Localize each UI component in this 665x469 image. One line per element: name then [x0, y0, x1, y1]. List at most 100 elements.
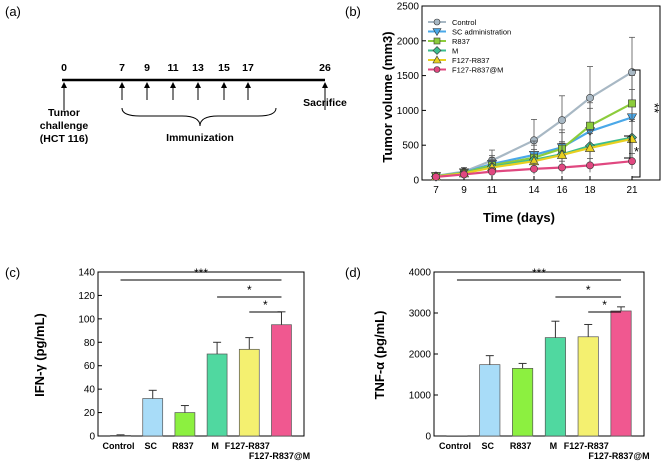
- chart-c-bar: [206, 353, 228, 437]
- chart-b-point: [433, 66, 441, 73]
- chart-b-point: [432, 172, 440, 181]
- chart-d-significance: *****: [456, 266, 622, 313]
- chart-b-legend-label: SC administration: [452, 28, 511, 37]
- chart-c-bar: [238, 348, 260, 437]
- chart-b-point: [530, 164, 538, 173]
- chart-b-legend-label: F127-R837: [452, 56, 490, 65]
- chart-c-ytick-label: 60: [84, 361, 96, 372]
- chart-c-sig-label: *: [247, 283, 252, 297]
- tumor-label-1: Tumor: [48, 107, 80, 119]
- chart-b-point: [628, 99, 636, 108]
- chart-d-sig-label: ***: [532, 266, 546, 280]
- timeline: 0 7 9 11 13 15 17 26 Tumor challenge (HCT 116) …: [40, 62, 347, 145]
- sig-bracket-single: [624, 135, 631, 159]
- chart-b-point: [586, 161, 594, 170]
- chart-b-xtick-label: 16: [556, 185, 568, 196]
- chart-d-sig-label: *: [602, 298, 607, 312]
- chart-b-ytick-label: 2000: [397, 36, 420, 47]
- chart-b-axes: 0 500 1000 1500 2000 2500 7 9 11 14 16 18 21: [397, 2, 661, 196]
- chart-d-axes: 0 1000 2000 3000 4000: [409, 268, 645, 443]
- chart-b-point: [558, 116, 566, 125]
- timeline-day-label: 11: [167, 62, 178, 74]
- chart-c-ytick-label: 20: [84, 408, 96, 419]
- chart-d-ytick-label: 0: [425, 432, 431, 443]
- timeline-arrowhead: [322, 82, 328, 88]
- chart-c-axes: 0 20 40 60 80 100 120 140: [78, 268, 305, 443]
- chart-d-xtick-label: F127-R837: [564, 441, 609, 451]
- chart-c-significance: *****: [120, 266, 282, 313]
- panel-label-c: (c): [5, 265, 20, 280]
- sig-label-double: **: [647, 103, 662, 113]
- chart-b-xlabel: Time (days): [483, 210, 555, 225]
- timeline-arrowhead: [245, 82, 251, 88]
- chart-b-point: [460, 170, 468, 179]
- chart-b-series: [430, 36, 638, 182]
- timeline-day-label: 9: [144, 62, 150, 74]
- chart-d-xtick-label: Control: [439, 441, 471, 451]
- immunization-brace: [121, 107, 277, 127]
- chart-d-ylabel: TNF-α (pg/mL): [372, 311, 387, 400]
- chart-b-ylabel: Tumor volume (mm3): [380, 31, 395, 162]
- chart-b-xtick-label: 7: [433, 185, 439, 196]
- chart-c-xtick-label: F127-R837: [225, 441, 270, 451]
- timeline-arrowhead: [170, 82, 176, 88]
- ifn-gamma-chart: 0 20 40 60 80 100 120 140 Control SC R837 M F127-R8…: [32, 266, 310, 461]
- timeline-day-label: 15: [218, 62, 230, 74]
- chart-d-xtick-label: M: [550, 441, 558, 451]
- chart-d-ytick-label: 2000: [409, 350, 432, 361]
- chart-b-legend-label: F127-R837@M: [452, 66, 503, 75]
- chart-c-xtick-label: R837: [172, 441, 194, 451]
- chart-c-bar: [271, 324, 292, 437]
- chart-b-point: [433, 18, 441, 26]
- chart-b-xtick-label: 21: [626, 185, 638, 196]
- panel-label-d: (d): [345, 265, 361, 280]
- chart-c-sig-label: *: [263, 298, 268, 312]
- immunization-label: Immunization: [166, 132, 234, 144]
- timeline-day-label: 17: [242, 62, 254, 74]
- chart-c-ytick-label: 100: [78, 314, 95, 325]
- chart-d-bar: [610, 310, 632, 437]
- chart-c-frame: [97, 271, 305, 437]
- chart-b-ytick-label: 1000: [397, 106, 420, 117]
- chart-b-point: [488, 167, 496, 176]
- chart-b-point: [556, 149, 568, 159]
- chart-c-ytick-label: 40: [84, 385, 96, 396]
- sig-bracket-double: [632, 69, 641, 178]
- chart-b-ytick-label: 500: [402, 141, 419, 152]
- chart-d-xtick-label: R837: [510, 441, 532, 451]
- chart-c-ytick-label: 0: [89, 432, 95, 443]
- chart-c-ytick-label: 80: [84, 338, 96, 349]
- chart-b-point: [584, 142, 596, 152]
- chart-d-bar: [479, 364, 501, 437]
- chart-b-frame: [421, 5, 661, 181]
- timeline-arrowhead: [144, 82, 150, 88]
- chart-c-bar: [142, 398, 164, 437]
- chart-d-ytick-label: 3000: [409, 309, 432, 320]
- chart-b-point: [628, 157, 636, 166]
- timeline-day-label: 0: [61, 62, 67, 74]
- chart-d-xtick-label: SC: [482, 441, 495, 451]
- chart-b-series-f127-r837-m: [432, 153, 636, 181]
- chart-c-ylabel: IFN-γ (pg/mL): [32, 313, 47, 397]
- tumor-label-2: challenge: [40, 120, 89, 132]
- timeline-arrowhead: [61, 82, 67, 88]
- chart-b-xtick-label: 11: [487, 185, 498, 196]
- chart-b-xtick-label: 9: [461, 185, 467, 196]
- chart-c-sig-label: ***: [194, 266, 208, 280]
- chart-b-point: [558, 163, 566, 172]
- chart-d-bar: [446, 435, 468, 437]
- chart-b-legend-label: M: [452, 47, 458, 56]
- chart-b-legend-label: R837: [452, 37, 470, 46]
- timeline-day-label: 13: [192, 62, 204, 74]
- chart-b-point: [433, 37, 441, 45]
- chart-d-sig-label: *: [586, 283, 591, 297]
- chart-c-xtick-label: Control: [103, 441, 135, 451]
- chart-c-xtick-label: SC: [144, 441, 157, 451]
- chart-b-ytick-label: 2500: [397, 2, 420, 13]
- panel-label-a: (a): [5, 4, 21, 19]
- sacrifice-label: Sacrifice: [303, 97, 347, 109]
- timeline-arrowhead: [119, 82, 125, 88]
- chart-c-ytick-label: 140: [78, 268, 95, 279]
